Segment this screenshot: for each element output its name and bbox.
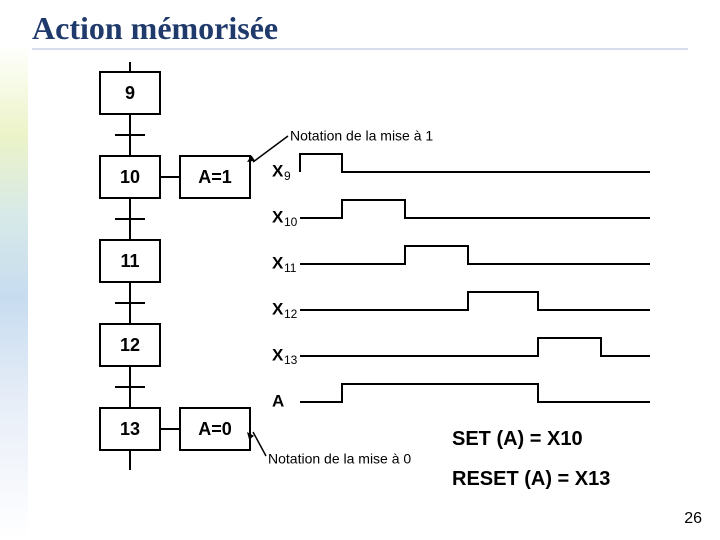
svg-text:12: 12 (284, 307, 298, 321)
svg-text:Notation de la mise à 0: Notation de la mise à 0 (268, 451, 411, 467)
equation-reset: RESET (A) = X13 (452, 468, 610, 491)
diagram-svg: 9 10 A=1 11 12 13 A=0 Notation de la mise à 1 No… (70, 62, 690, 502)
svg-text:X: X (272, 345, 284, 364)
svg-text:X: X (272, 299, 284, 318)
page-title: Action mémorisée (32, 10, 278, 47)
svg-text:A=1: A=1 (198, 167, 232, 187)
svg-text:X: X (272, 207, 284, 226)
svg-text:11: 11 (284, 261, 297, 275)
svg-text:9: 9 (284, 169, 291, 183)
svg-text:A=0: A=0 (198, 419, 232, 439)
svg-text:X: X (272, 253, 284, 272)
svg-text:13: 13 (120, 419, 140, 439)
svg-text:10: 10 (284, 215, 298, 229)
title-underline (32, 48, 688, 50)
side-gradient (0, 0, 28, 540)
svg-text:10: 10 (120, 167, 140, 187)
svg-text:Notation de la mise à 1: Notation de la mise à 1 (290, 128, 433, 144)
svg-text:11: 11 (120, 251, 139, 271)
diagram-area: 9 10 A=1 11 12 13 A=0 Notation de la mise à 1 No… (70, 62, 690, 502)
page-number: 26 (684, 510, 702, 528)
svg-text:12: 12 (120, 335, 140, 355)
equation-set: SET (A) = X10 (452, 428, 583, 451)
svg-text:9: 9 (125, 83, 135, 103)
svg-text:A: A (272, 391, 284, 410)
svg-text:13: 13 (284, 353, 298, 367)
svg-text:X: X (272, 161, 284, 180)
